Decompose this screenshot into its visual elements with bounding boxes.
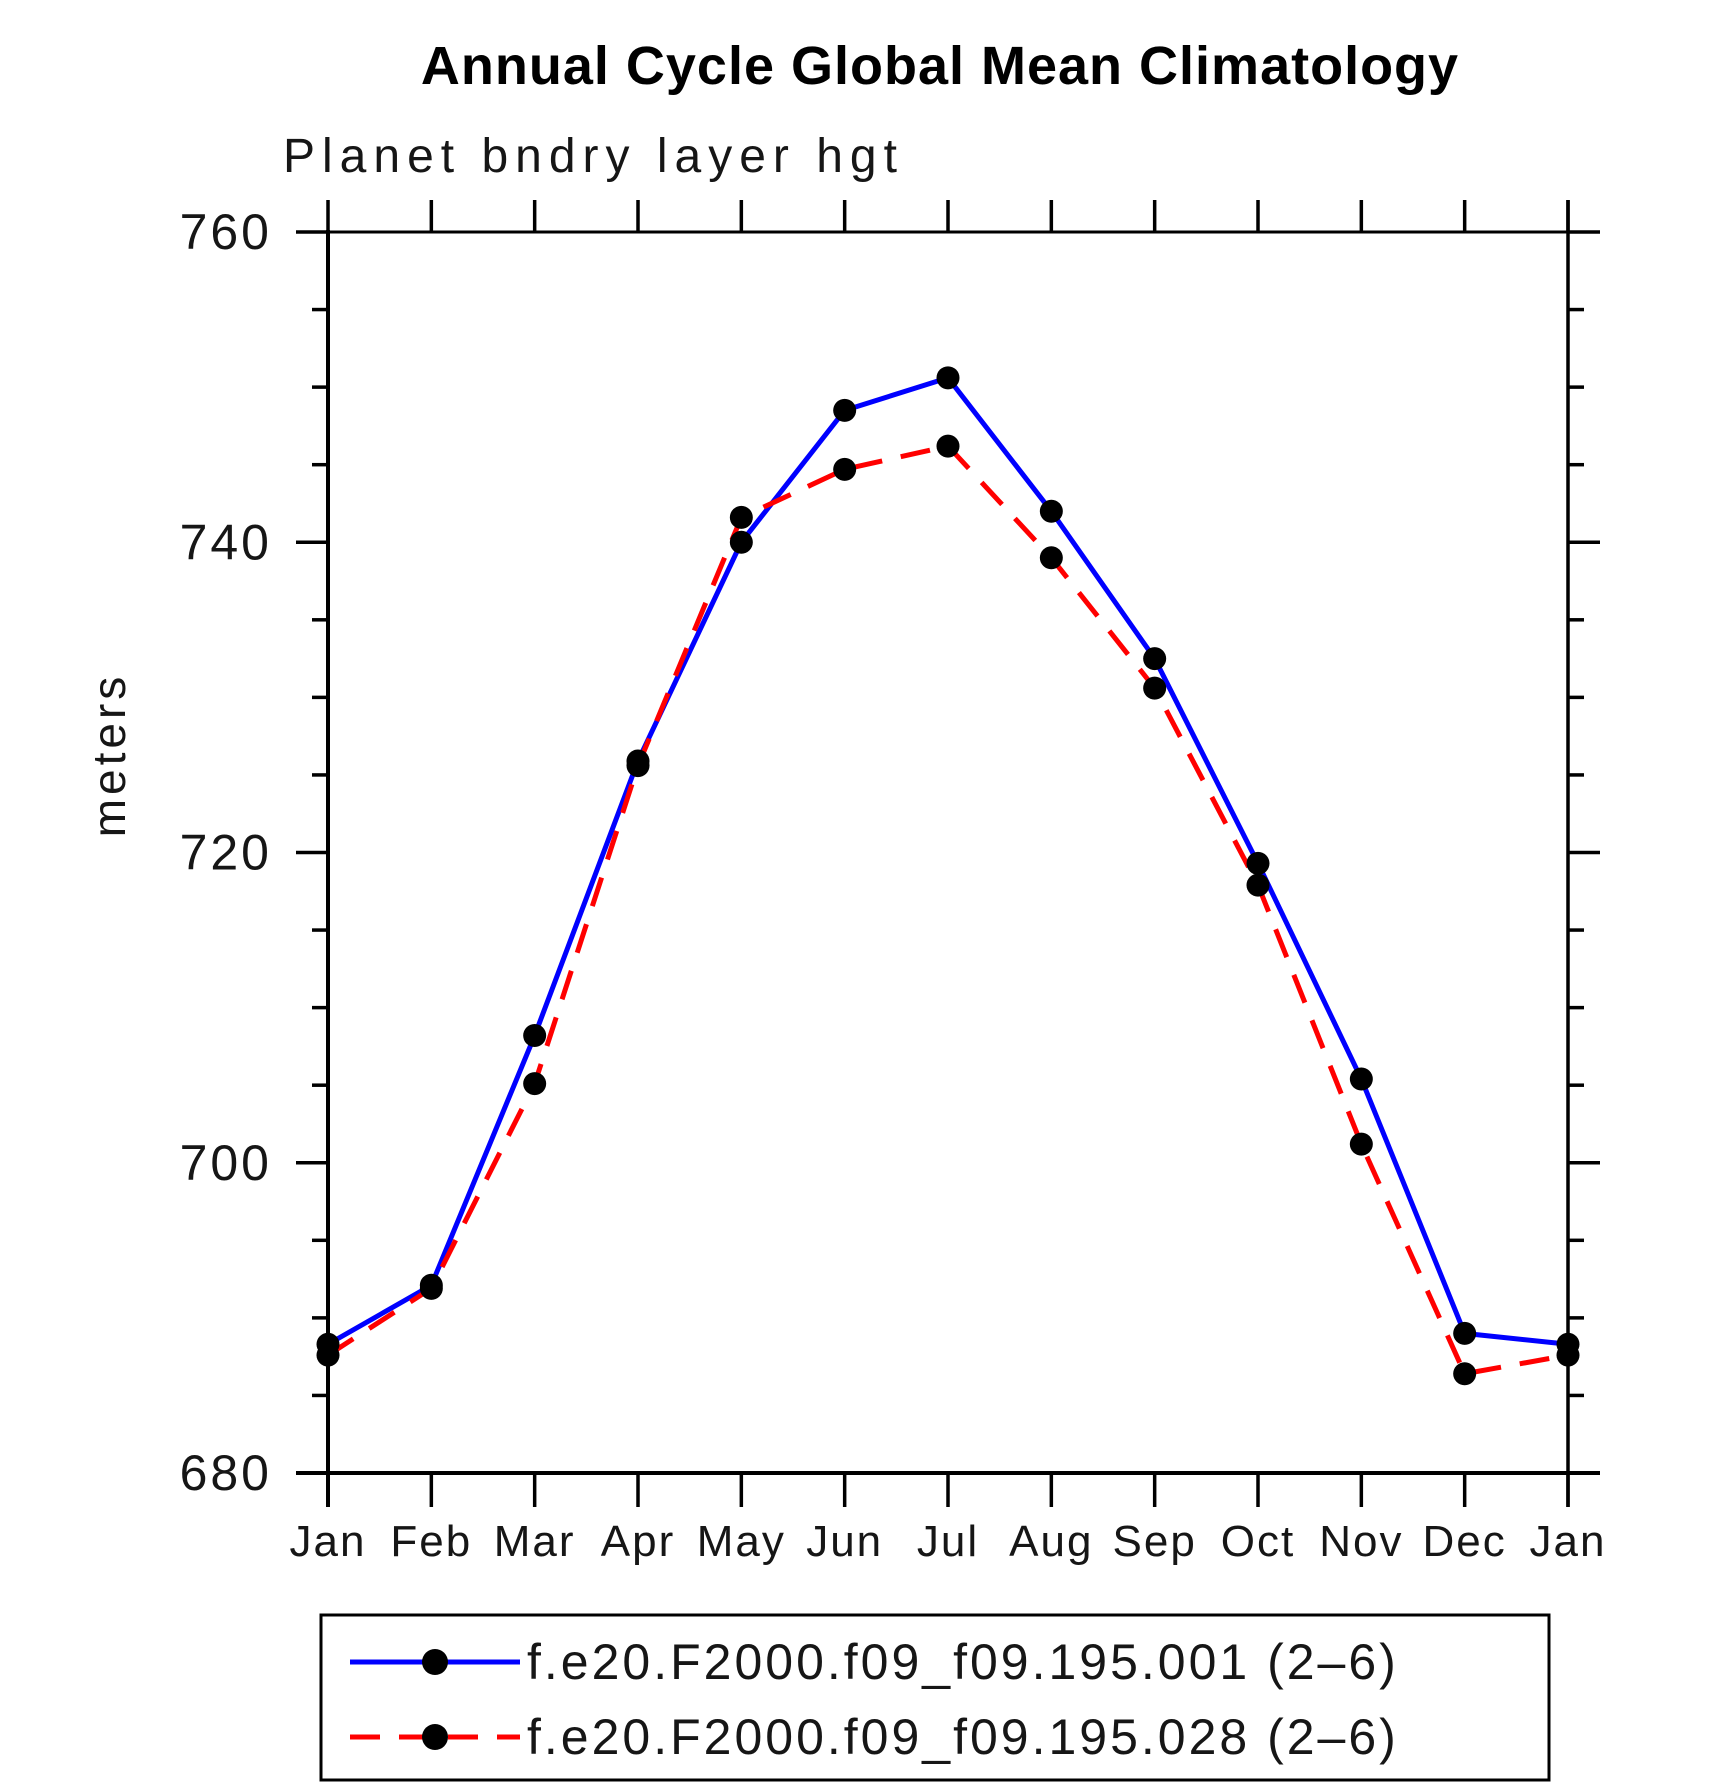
data-point-marker-s1 [316,1343,340,1367]
legend-label-series-1: f.e20.F2000.f09_f09.195.028 (2–6) [527,1709,1399,1765]
plot-area: 680 700 720 740 760 Jan Feb Mar Apr May Jun Jul Aug S… [180,200,1607,1566]
legend-swatch-marker-icon [422,1649,448,1675]
series-line-1 [326,443,1569,1377]
series-line-0 [326,374,1569,1347]
x-tick-label: Mar [494,1517,576,1566]
data-point-marker-s1 [523,1072,547,1096]
x-tick-label: Jun [806,1517,883,1566]
legend: f.e20.F2000.f09_f09.195.001 (2–6) f.e20.… [319,1613,1551,1782]
data-point-marker-s0 [1039,499,1063,523]
data-point-marker-s1 [1143,676,1167,700]
x-tick-label: May [697,1517,786,1566]
y-tick-label: 680 [180,1445,272,1501]
y-tick-label: 760 [180,204,272,260]
data-point-marker-s0 [833,398,857,422]
data-point-marker-s0 [523,1024,547,1048]
x-tick-label: Nov [1319,1517,1403,1566]
data-point-marker-s1 [729,505,753,529]
data-point-marker-s0 [1143,647,1167,671]
data-point-marker-s1 [936,434,960,458]
x-tick-label: Jan [290,1517,367,1566]
x-tick-label: Feb [390,1517,472,1566]
legend-entry-series-1: f.e20.F2000.f09_f09.195.028 (2–6) [350,1709,1399,1765]
data-point-marker-s1 [1349,1132,1373,1156]
data-point-marker-s0 [1349,1067,1373,1091]
legend-swatch-marker-icon [422,1724,448,1750]
x-tick-label: Dec [1423,1517,1507,1566]
x-tick-label: Jan [1530,1517,1607,1566]
x-tick-label: Jul [917,1517,979,1566]
data-point-marker-s0 [729,530,753,554]
data-point-marker-s0 [1246,851,1270,875]
legend-entry-series-0: f.e20.F2000.f09_f09.195.001 (2–6) [350,1634,1399,1690]
data-point-marker-s1 [419,1276,443,1300]
legend-label-series-0: f.e20.F2000.f09_f09.195.001 (2–6) [527,1634,1399,1690]
y-axis-label: meters [83,673,135,838]
data-point-marker-s0 [936,366,960,390]
x-tick-label: Sep [1113,1517,1197,1566]
data-point-marker-s1 [833,457,857,481]
y-tick-label: 720 [180,825,272,881]
data-point-marker-s1 [1453,1362,1477,1386]
data-point-marker-s1 [1039,546,1063,570]
y-tick-label: 700 [180,1135,272,1191]
x-tick-label: Aug [1009,1517,1093,1566]
data-point-marker-s1 [626,754,650,778]
legend-box [319,1613,1551,1782]
x-tick-label: Apr [601,1517,675,1566]
chart-title: Annual Cycle Global Mean Climatology [421,36,1459,96]
chart-subtitle: Planet bndry layer hgt [283,130,904,183]
data-point-marker-s1 [1556,1343,1580,1367]
x-tick-label: Oct [1221,1517,1295,1566]
data-point-marker-s0 [1453,1321,1477,1345]
data-point-marker-s1 [1246,873,1270,897]
y-tick-label: 740 [180,514,272,570]
